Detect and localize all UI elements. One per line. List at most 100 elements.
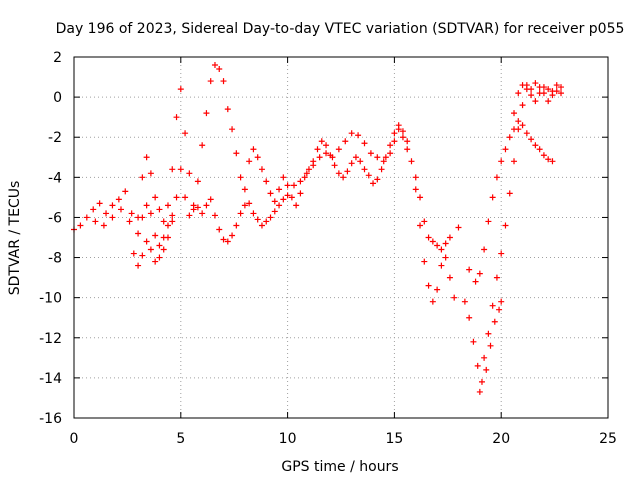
data-point xyxy=(276,186,283,193)
data-point xyxy=(493,274,500,281)
data-point xyxy=(220,236,227,243)
data-point xyxy=(143,154,150,161)
data-point xyxy=(182,130,189,137)
y-tick-label: -10 xyxy=(39,291,62,307)
data-point xyxy=(169,166,176,173)
data-point xyxy=(476,270,483,277)
data-point xyxy=(374,154,381,161)
data-point xyxy=(380,158,387,165)
data-point xyxy=(199,210,206,217)
data-point xyxy=(314,146,321,153)
data-point xyxy=(374,176,381,183)
data-point xyxy=(182,194,189,201)
data-point xyxy=(233,222,240,229)
data-point xyxy=(263,178,270,185)
data-point xyxy=(429,298,436,305)
data-point xyxy=(109,214,116,221)
y-tick-label: 0 xyxy=(53,90,62,106)
y-tick-label: -2 xyxy=(48,130,62,146)
data-point xyxy=(491,318,498,325)
data-point xyxy=(404,146,411,153)
data-point xyxy=(348,160,355,167)
data-point xyxy=(103,210,110,217)
data-point xyxy=(139,252,146,259)
data-point xyxy=(117,206,124,213)
data-point xyxy=(303,170,310,177)
data-point xyxy=(271,198,278,205)
data-point xyxy=(481,354,488,361)
data-point xyxy=(254,216,261,223)
data-point xyxy=(357,158,364,165)
data-point xyxy=(470,338,477,345)
y-tick-label: -8 xyxy=(48,251,62,267)
data-point xyxy=(515,118,522,125)
data-point xyxy=(143,238,150,245)
data-point xyxy=(429,238,436,245)
data-point xyxy=(267,190,274,197)
data-point xyxy=(143,202,150,209)
data-point xyxy=(284,182,291,189)
data-point xyxy=(532,80,539,87)
data-point xyxy=(271,208,278,215)
data-point xyxy=(327,152,334,159)
grid-layer xyxy=(74,57,608,418)
data-point xyxy=(425,282,432,289)
data-point xyxy=(421,258,428,265)
data-point xyxy=(355,132,362,139)
data-point xyxy=(476,388,483,395)
data-point xyxy=(156,206,163,213)
data-point xyxy=(250,210,257,217)
data-point xyxy=(425,234,432,241)
data-point xyxy=(246,200,253,207)
data-point xyxy=(511,158,518,165)
data-point xyxy=(246,158,253,165)
data-point xyxy=(474,362,481,369)
data-point xyxy=(549,158,556,165)
data-point xyxy=(318,138,325,145)
data-point xyxy=(331,162,338,169)
data-point xyxy=(156,242,163,249)
data-point xyxy=(216,226,223,233)
data-point xyxy=(545,156,552,163)
data-point xyxy=(291,182,298,189)
data-point xyxy=(540,152,547,159)
data-point xyxy=(519,122,526,129)
data-point xyxy=(173,194,180,201)
data-point xyxy=(506,134,513,141)
tick-layer xyxy=(73,56,609,419)
data-point xyxy=(135,262,142,269)
data-point xyxy=(203,202,210,209)
data-point xyxy=(367,150,374,157)
data-point xyxy=(382,154,389,161)
data-point xyxy=(387,150,394,157)
data-point xyxy=(342,138,349,145)
y-tick-label: -16 xyxy=(39,411,62,427)
data-point xyxy=(481,246,488,253)
data-point xyxy=(498,250,505,257)
data-point xyxy=(128,210,135,217)
data-point xyxy=(523,130,530,137)
data-point xyxy=(135,230,142,237)
data-point xyxy=(263,218,270,225)
data-point xyxy=(391,130,398,137)
data-point xyxy=(442,254,449,261)
data-point xyxy=(498,158,505,165)
data-point xyxy=(466,314,473,321)
data-point xyxy=(558,90,565,97)
data-point xyxy=(233,150,240,157)
data-point xyxy=(207,78,214,85)
data-point xyxy=(267,214,274,221)
x-tick-labels: 0 5 10 15 20 25 xyxy=(70,431,617,447)
y-tick-label: 2 xyxy=(53,50,62,66)
data-point xyxy=(109,202,116,209)
data-point xyxy=(461,298,468,305)
data-point xyxy=(297,190,304,197)
data-point xyxy=(164,222,171,229)
data-point xyxy=(241,202,248,209)
x-tick-label: 10 xyxy=(279,431,297,447)
data-point xyxy=(237,210,244,217)
data-point xyxy=(446,274,453,281)
data-point xyxy=(536,146,543,153)
data-point xyxy=(493,174,500,181)
data-point xyxy=(77,222,84,229)
